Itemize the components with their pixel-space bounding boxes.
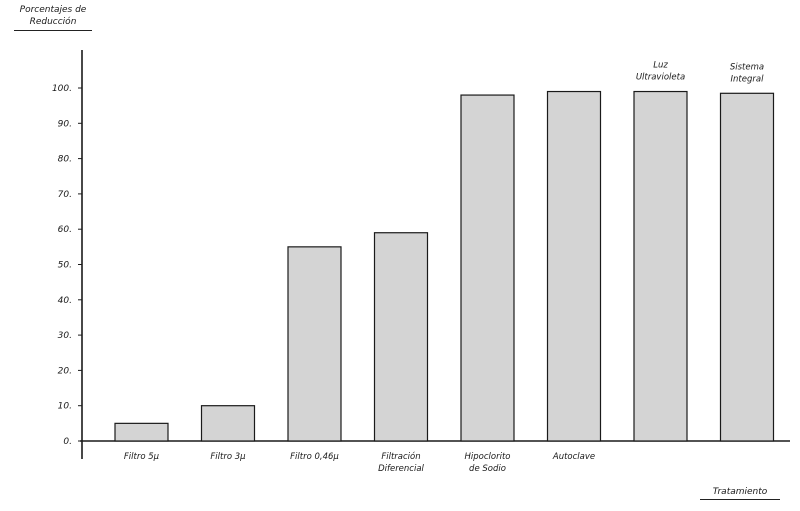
y-axis-title-underline [14, 30, 92, 31]
category-label: Filtro 5μ [124, 452, 160, 462]
y-tick-label: 30. [58, 331, 72, 341]
category-label: Hipoclorito [465, 452, 511, 462]
bar [373, 232, 429, 442]
category-label: Autoclave [552, 452, 595, 462]
bar [287, 246, 342, 442]
bar [719, 92, 775, 442]
category-labels: Filtro 5μ Filtro 3μ Filtro 0,46μ Filtración… [124, 61, 764, 474]
y-tick-label: 20. [58, 366, 72, 376]
x-axis-title-text: Tratamiento [712, 487, 768, 497]
y-tick-label: 100. [52, 84, 72, 94]
y-tick-label: 10. [58, 402, 72, 412]
y-tick-label: 50. [58, 261, 72, 271]
category-label: Filtración [381, 451, 420, 462]
category-label-above: Luz [653, 61, 668, 71]
y-tick-label: 90. [58, 119, 72, 129]
y-tick-label: 0. [63, 437, 72, 447]
y-tick-labels: 0. 10. 20. 30. 40. 50. 60. 70. 80. 90. 100. [52, 84, 82, 447]
category-label: de Sodio [469, 464, 506, 474]
bar [114, 422, 169, 442]
bar [200, 405, 256, 442]
y-axis-title-line1: Porcentajes de [19, 5, 87, 15]
category-label: Diferencial [378, 464, 424, 474]
category-label-above: Sistema [730, 62, 764, 72]
category-label-above: Integral [731, 74, 765, 84]
y-tick-label: 60. [58, 225, 72, 235]
category-label-above: Ultravioleta [636, 73, 685, 83]
chart-bars [114, 90, 775, 442]
category-label: Filtro 3μ [210, 452, 246, 462]
x-axis-title: Tratamiento [700, 487, 780, 500]
category-label: Filtro 0,46μ [290, 452, 339, 462]
y-axis-title-line2: Reducción [29, 17, 77, 27]
y-tick-label: 80. [58, 155, 72, 165]
bar [546, 90, 602, 442]
y-axis-title: Porcentajes de Reducción [8, 4, 98, 31]
bar [633, 90, 688, 442]
bar [460, 94, 515, 442]
y-tick-label: 70. [58, 190, 72, 200]
y-tick-label: 40. [58, 296, 72, 306]
x-axis-title-underline [700, 499, 780, 500]
